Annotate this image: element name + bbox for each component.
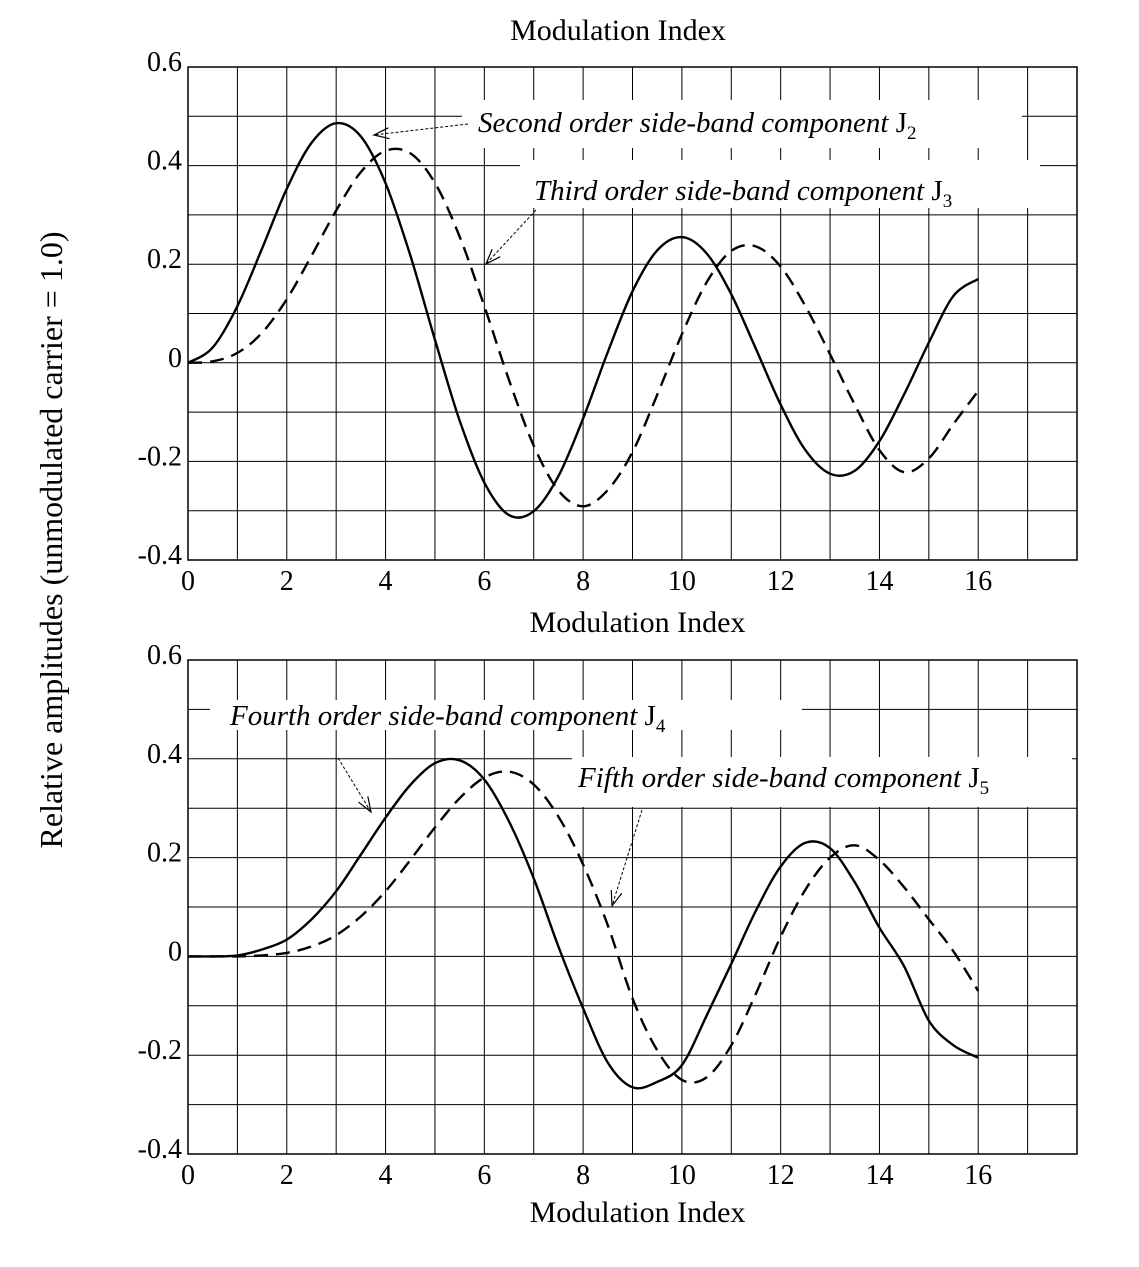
chart-bottom: 0.60.40.20-0.2-0.40 2 4 6 8 10 12 14 16Modulatio… xyxy=(138,640,1078,1229)
annotation-background xyxy=(572,757,1072,807)
x-tick-label: 0 xyxy=(181,1160,195,1191)
x-tick-label: 10 xyxy=(668,1160,696,1191)
top-cut-xlabel: Modulation Index xyxy=(510,14,726,47)
x-tick-label: 6 xyxy=(477,566,491,597)
x-tick-label: 2 xyxy=(280,1160,294,1191)
grid xyxy=(187,659,1078,1155)
y-tick-label: -0.4 xyxy=(138,540,182,571)
plot-frame xyxy=(187,66,1078,561)
x-tick-label: 4 xyxy=(379,566,393,597)
x-tick-label: 16 xyxy=(964,1160,992,1191)
arrow-head-icon xyxy=(372,127,390,140)
arrow-head-icon xyxy=(358,796,372,814)
x-tick-label: 16 xyxy=(964,566,992,597)
y-tick-label: -0.4 xyxy=(138,1134,182,1165)
y-tick-label: 0 xyxy=(168,343,182,374)
x-tick-label: 6 xyxy=(477,1160,491,1191)
y-axis-label: Relative amplitudes (unmodulated carrier… xyxy=(33,232,69,849)
series-line-J4 xyxy=(187,757,979,1090)
annotation-label: Third order side-band component J3 xyxy=(534,175,952,212)
x-axis-label: Modulation Index xyxy=(530,606,746,639)
x-tick-label: 12 xyxy=(767,566,795,597)
x-tick-label: 0 xyxy=(181,566,195,597)
x-tick-label: 10 xyxy=(668,566,696,597)
annotation-label: Second order side-band component J2 xyxy=(478,107,917,144)
annotation-arrow xyxy=(611,809,643,907)
annotation-background xyxy=(210,700,802,730)
y-tick-label: 0.6 xyxy=(147,640,182,671)
arrow-head-icon xyxy=(610,889,623,908)
y-tick-label: 0.2 xyxy=(147,244,182,275)
y-tick-label: -0.2 xyxy=(138,441,182,472)
chart-top: 0.60.40.20-0.2-0.40 2 4 6 8 10 12 14 16Modulatio… xyxy=(138,47,1078,639)
x-tick-label: 8 xyxy=(576,1160,590,1191)
series-line-J5 xyxy=(188,770,980,1084)
series-line-J2 xyxy=(187,121,979,519)
x-axis-label: Modulation Index xyxy=(530,1196,746,1229)
y-tick-label: 0.4 xyxy=(147,739,182,770)
x-tick-label: 8 xyxy=(576,566,590,597)
series-line-J3 xyxy=(187,147,980,508)
y-tick-label: -0.2 xyxy=(138,1035,182,1066)
y-tick-label: 0.2 xyxy=(147,838,182,869)
x-tick-label: 14 xyxy=(865,566,893,597)
y-tick-label: 0.4 xyxy=(147,146,182,177)
x-tick-label: 12 xyxy=(767,1160,795,1191)
x-tick-label: 4 xyxy=(379,1160,393,1191)
y-tick-label: 0.6 xyxy=(147,47,182,78)
annotation-background xyxy=(462,100,1022,148)
arrow-head-icon xyxy=(484,249,501,266)
y-tick-label: 0 xyxy=(168,936,182,967)
plot-frame xyxy=(187,659,1078,1155)
annotation-arrow xyxy=(373,123,469,136)
annotation-arrow xyxy=(337,757,372,813)
annotation-background xyxy=(520,160,1040,208)
annotation-label: Fifth order side-band component J5 xyxy=(577,762,989,799)
x-tick-label: 14 xyxy=(865,1160,893,1191)
annotation-label: Fourth order side-band component J4 xyxy=(229,700,666,737)
annotation-arrow xyxy=(485,209,537,265)
x-tick-label: 2 xyxy=(280,566,294,597)
